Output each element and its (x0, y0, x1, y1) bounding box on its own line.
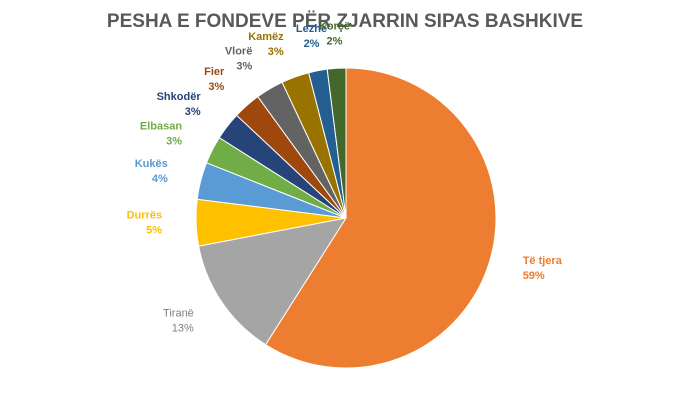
value-label: 5% (146, 225, 162, 237)
value-label: 2% (326, 35, 342, 47)
pie-slice (264, 67, 497, 369)
chart-title: PESHA E FONDEVE PËR ZJARRIN SIPAS BASHKI… (107, 11, 583, 32)
slice-label: Fier (204, 66, 225, 78)
slice-label: Lezhë (296, 23, 327, 35)
slice-label: Kamëz (248, 31, 284, 43)
value-label: 3% (236, 61, 252, 73)
value-label: 2% (304, 38, 320, 50)
slice-label: Korçë (319, 20, 350, 32)
value-label: 3% (166, 135, 182, 147)
value-label: 13% (172, 322, 194, 334)
value-label: 3% (268, 46, 284, 58)
slice-label: Elbasan (140, 120, 182, 132)
slice-label: Shkodër (157, 91, 202, 103)
slice-label: Kukës (135, 158, 168, 170)
slice-label: Vlorë (225, 46, 253, 58)
slice-label: Tiranë (163, 307, 194, 319)
value-label: 3% (208, 81, 224, 93)
value-label: 59% (523, 270, 545, 282)
pie-slice (198, 217, 348, 346)
pie-slice (326, 67, 347, 219)
slice-label: Të tjera (523, 255, 563, 267)
slice-label: Durrës (127, 210, 162, 222)
value-label: 3% (185, 106, 201, 118)
value-label: 4% (152, 173, 168, 185)
